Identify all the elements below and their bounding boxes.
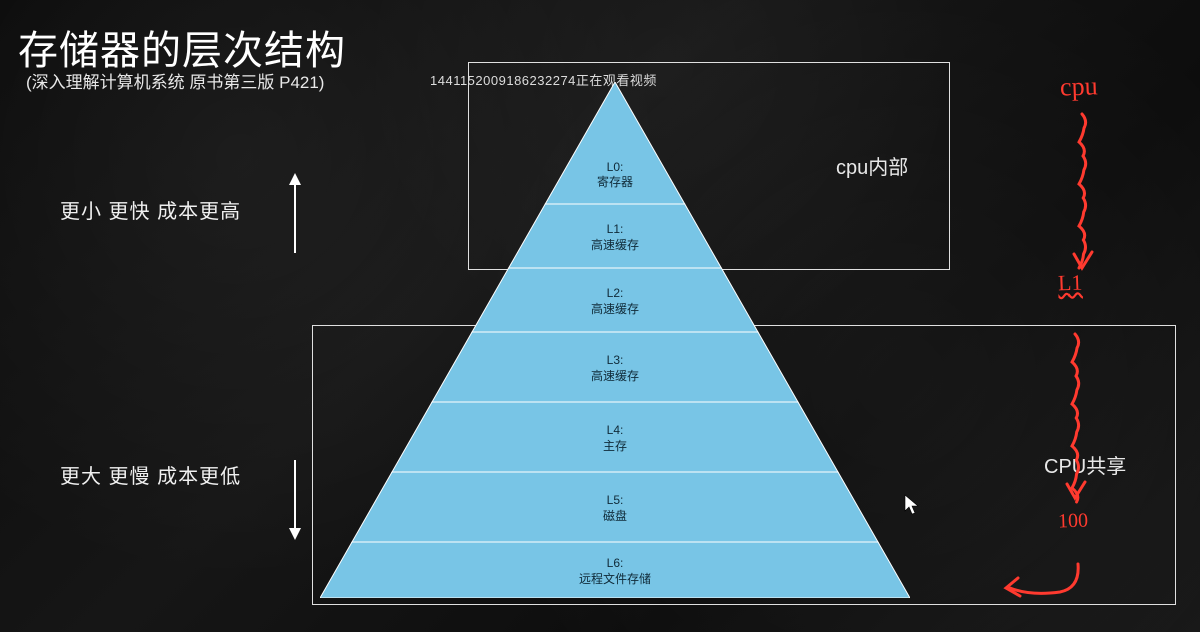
handwriting-num: 100 [1058,509,1089,533]
pyramid-level-name: 远程文件存储 [320,572,910,588]
pyramid-level-id: L5: [320,493,910,509]
pyramid-level-name: 高速缓存 [320,369,910,385]
pyramid-level-id: L4: [320,423,910,439]
pyramid-label-l0: L0:寄存器 [320,160,910,191]
pyramid-level-id: L3: [320,353,910,369]
pyramid-level-name: 寄存器 [320,175,910,191]
pyramid-level-id: L0: [320,160,910,176]
memory-hierarchy-pyramid: L0:寄存器L1:高速缓存L2:高速缓存L3:高速缓存L4:主存L5:磁盘L6:… [320,82,910,598]
pyramid-level-name: 高速缓存 [320,238,910,254]
pyramid-level-id: L2: [320,286,910,302]
pyramid-level-name: 主存 [320,439,910,455]
handwriting-arrow-1-icon [1064,110,1104,280]
pyramid-label-l5: L5:磁盘 [320,493,910,524]
side-label-bottom: 更大 更慢 成本更低 [60,460,241,489]
handwriting-cpu: cpu [1059,71,1098,102]
slide-stage: 存储器的层次结构 (深入理解计算机系统 原书第三版 P421) 14411520… [0,0,1200,632]
pyramid-level-name: 磁盘 [320,509,910,525]
handwriting-hook-icon [1000,558,1090,608]
pyramid-label-l6: L6:远程文件存储 [320,556,910,587]
pyramid-level-name: 高速缓存 [320,302,910,318]
pyramid-label-l3: L3:高速缓存 [320,353,910,384]
pyramid-level-id: L1: [320,222,910,238]
pyramid-label-l4: L4:主存 [320,423,910,454]
slide-subtitle: (深入理解计算机系统 原书第三版 P421) [26,68,324,93]
handwriting-arrow-2-icon [1052,330,1102,510]
pyramid-level-id: L6: [320,556,910,572]
pyramid-label-l1: L1:高速缓存 [320,222,910,253]
handwriting-l1: L1 [1058,270,1083,297]
side-label-top: 更小 更快 成本更高 [60,195,241,224]
pyramid-label-l2: L2:高速缓存 [320,286,910,317]
